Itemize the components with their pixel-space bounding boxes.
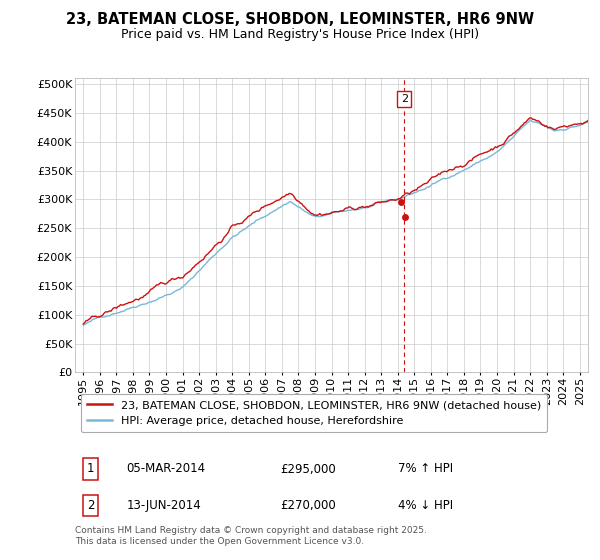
Text: 7% ↑ HPI: 7% ↑ HPI — [398, 463, 454, 475]
Text: Price paid vs. HM Land Registry's House Price Index (HPI): Price paid vs. HM Land Registry's House … — [121, 28, 479, 41]
Text: 05-MAR-2014: 05-MAR-2014 — [127, 463, 205, 475]
Text: 2: 2 — [86, 499, 94, 512]
Legend: 23, BATEMAN CLOSE, SHOBDON, LEOMINSTER, HR6 9NW (detached house), HPI: Average p: 23, BATEMAN CLOSE, SHOBDON, LEOMINSTER, … — [80, 394, 547, 432]
Text: 23, BATEMAN CLOSE, SHOBDON, LEOMINSTER, HR6 9NW: 23, BATEMAN CLOSE, SHOBDON, LEOMINSTER, … — [66, 12, 534, 27]
Text: 2: 2 — [401, 94, 408, 104]
Text: £295,000: £295,000 — [280, 463, 336, 475]
Text: 4% ↓ HPI: 4% ↓ HPI — [398, 499, 454, 512]
Text: Contains HM Land Registry data © Crown copyright and database right 2025.
This d: Contains HM Land Registry data © Crown c… — [75, 526, 427, 546]
Text: 1: 1 — [86, 463, 94, 475]
Text: 13-JUN-2014: 13-JUN-2014 — [127, 499, 201, 512]
Text: £270,000: £270,000 — [280, 499, 336, 512]
